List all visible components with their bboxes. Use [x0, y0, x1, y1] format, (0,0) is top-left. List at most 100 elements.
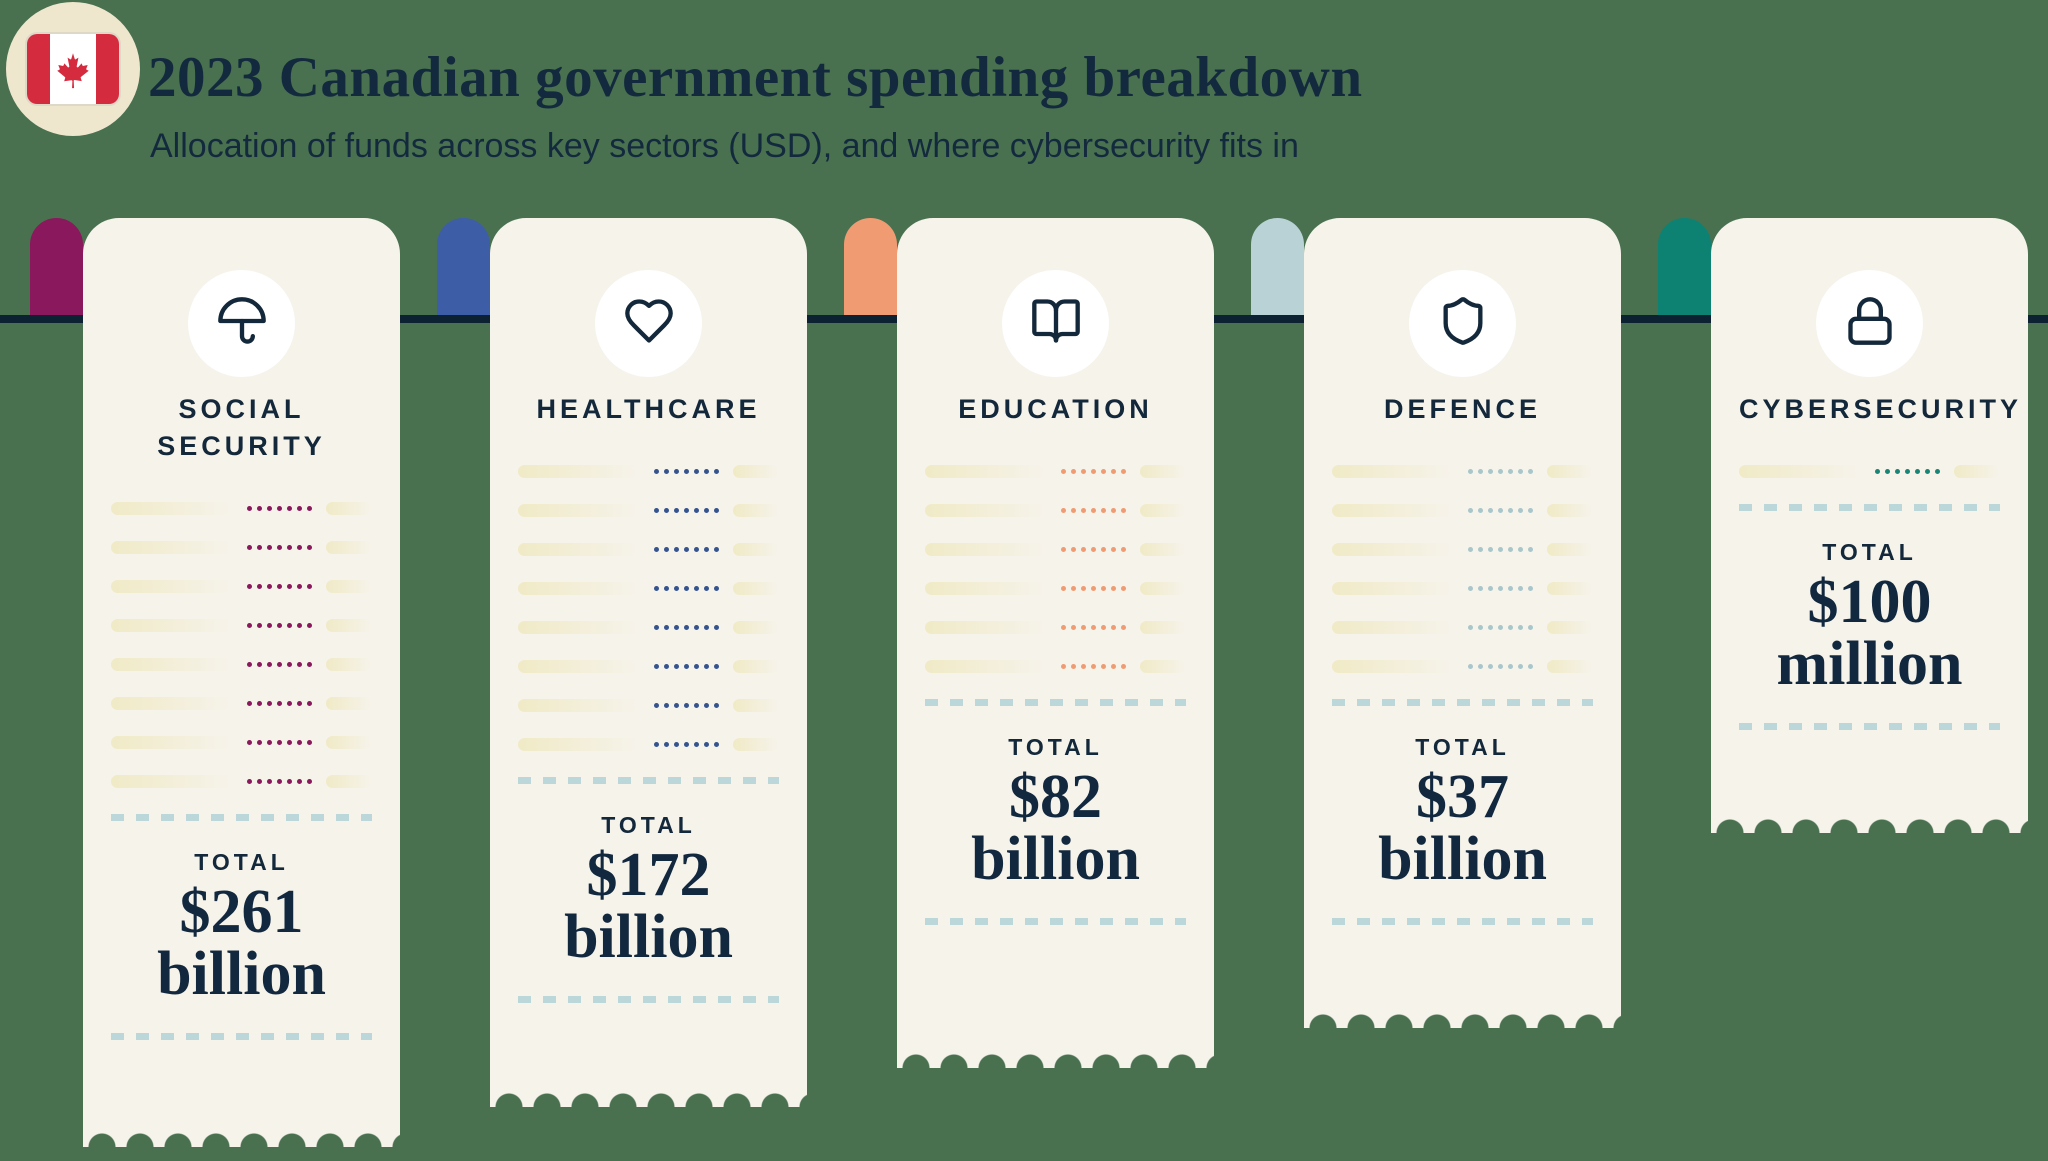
price-dots: [1468, 508, 1533, 513]
dot: [674, 586, 679, 591]
total-label: TOTAL: [194, 849, 289, 875]
dot: [1061, 664, 1066, 669]
sector-label: SOCIAL SECURITY: [157, 394, 326, 461]
dot: [1518, 586, 1523, 591]
dot: [267, 623, 272, 628]
amount-bar: [326, 619, 372, 632]
dot: [1111, 469, 1116, 474]
total-label: TOTAL: [601, 812, 696, 838]
dot: [664, 469, 669, 474]
amount-bar: [1547, 543, 1593, 556]
dot: [1528, 547, 1533, 552]
dot: [287, 545, 292, 550]
item-bar: [925, 543, 1047, 556]
flag-red-band: [96, 34, 119, 104]
dot: [277, 662, 282, 667]
total-amount: $261 billion: [111, 881, 372, 1005]
dot: [267, 701, 272, 706]
dot: [714, 508, 719, 513]
line-item-row: [1332, 582, 1593, 595]
item-bar: [925, 504, 1047, 517]
dot: [287, 662, 292, 667]
canada-flag-icon: [27, 34, 119, 104]
line-item-row: [518, 582, 779, 595]
dot: [1478, 469, 1483, 474]
dot: [654, 547, 659, 552]
line-item-row: [111, 775, 372, 788]
item-bar: [925, 582, 1047, 595]
line-items: [1739, 465, 2000, 478]
dot: [1071, 625, 1076, 630]
price-dots: [654, 703, 719, 708]
line-items: [111, 502, 372, 788]
amount-bar: [326, 775, 372, 788]
dot: [1111, 508, 1116, 513]
price-dots: [1875, 469, 1940, 474]
dot: [664, 547, 669, 552]
line-item-row: [518, 738, 779, 751]
dot: [267, 779, 272, 784]
dot: [704, 469, 709, 474]
dot: [1528, 625, 1533, 630]
dot: [257, 545, 262, 550]
dot: [1478, 664, 1483, 669]
line-item-row: [111, 502, 372, 515]
page-subtitle: Allocation of funds across key sectors (…: [150, 127, 1299, 165]
price-dots: [654, 508, 719, 513]
dot: [1528, 508, 1533, 513]
dot: [714, 625, 719, 630]
dot: [664, 703, 669, 708]
dot: [1121, 508, 1126, 513]
dot: [1121, 469, 1126, 474]
dot: [674, 469, 679, 474]
dot: [704, 547, 709, 552]
dot: [1091, 586, 1096, 591]
line-item-row: [111, 541, 372, 554]
dot: [307, 740, 312, 745]
dot: [1528, 469, 1533, 474]
dot: [1081, 508, 1086, 513]
dot: [287, 506, 292, 511]
price-dots: [654, 547, 719, 552]
dot: [714, 469, 719, 474]
dot: [1478, 547, 1483, 552]
total-amount-value: $37: [1416, 763, 1509, 831]
dot: [257, 584, 262, 589]
dot: [684, 703, 689, 708]
dot: [1915, 469, 1920, 474]
dot: [1111, 547, 1116, 552]
dashed-separator: [1332, 918, 1593, 925]
item-bar: [925, 465, 1047, 478]
torn-edge: [1304, 1013, 1621, 1028]
item-bar: [1332, 660, 1454, 673]
line-item-row: [925, 660, 1186, 673]
dot: [287, 701, 292, 706]
dot: [1061, 508, 1066, 513]
dot: [1478, 625, 1483, 630]
line-item-row: [518, 465, 779, 478]
dot: [1081, 625, 1086, 630]
amount-bar: [326, 697, 372, 710]
dot: [694, 508, 699, 513]
dashed-separator: [1739, 504, 2000, 511]
dot: [714, 703, 719, 708]
torn-edge: [1711, 818, 2028, 833]
dot: [1518, 508, 1523, 513]
price-dots: [247, 662, 312, 667]
amount-bar: [1140, 582, 1186, 595]
price-dots: [1061, 547, 1126, 552]
dashed-separator: [1739, 723, 2000, 730]
dot: [257, 623, 262, 628]
dot: [1071, 469, 1076, 474]
total-label: TOTAL: [1415, 734, 1510, 760]
dot: [664, 586, 669, 591]
dot: [287, 623, 292, 628]
dot: [1518, 547, 1523, 552]
dot: [674, 742, 679, 747]
line-item-row: [925, 465, 1186, 478]
dot: [1498, 586, 1503, 591]
dot: [1478, 586, 1483, 591]
dot: [1468, 508, 1473, 513]
price-dots: [247, 740, 312, 745]
dot: [1508, 664, 1513, 669]
